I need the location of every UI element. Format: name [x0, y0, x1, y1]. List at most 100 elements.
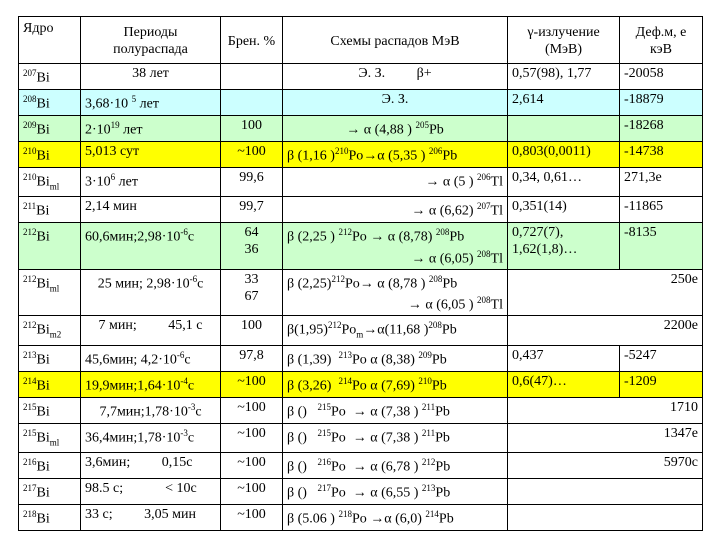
cell-nucleus: 218Bi — [18, 503, 81, 531]
cell-halflife: 3·106 лет — [80, 166, 221, 198]
cell-branching: 33 67 — [220, 268, 283, 317]
cell-halflife: 3,68·10 5 лет — [80, 89, 221, 116]
table-row: 217Bi 98.5 с; < 10с ~100 β () 217Po → α (6,… — [18, 477, 703, 505]
cell-branching: ~100 — [220, 370, 283, 398]
cell-halflife: 98.5 с; < 10с — [80, 477, 221, 505]
table-body: 207Bi 38 лет Э. З. β+ 0,57(98), 1,77 -20058 2… — [18, 63, 703, 531]
table-row: 208Bi 3,68·10 5 лет Э. З. 2,614 -18879 — [18, 89, 703, 116]
table-row: 215Bi 7,7мин;1,78·10-3c ~100 β () 215Po → α… — [18, 396, 703, 424]
cell-nucleus: 213Bi — [18, 344, 81, 372]
cell-halflife: 2,14 мин — [80, 196, 221, 224]
cell-halflife: 3,6мин; 0,15c — [80, 451, 221, 479]
cell-branching: 100 — [220, 315, 283, 346]
table-row: 216Bi 3,6мин; 0,15c ~100 β () 216Po → α (6,… — [18, 451, 703, 479]
cell-gamma: 0,34, 0,61… — [507, 166, 620, 198]
table-row: 210Biml 3·106 лет 99,6 → α (5 ) 206Tl 0,34, … — [18, 166, 703, 198]
cell-branching: ~100 — [220, 503, 283, 531]
table-row: 209Bi 2·1019 лет 100 → α (4,88 ) 205Pb -1826… — [18, 115, 703, 142]
cell-nucleus: 207Bi — [18, 63, 81, 90]
cell-halflife: 25 мин; 2,98·10-6c — [80, 268, 221, 317]
header-gamma: γ-излучение (МэВ) — [507, 16, 620, 64]
table-row: 215Biml 36,4мин;1,78·10-3c ~100 β () 215Po … — [18, 422, 703, 453]
cell-nucleus: 211Bi — [18, 196, 81, 224]
cell-branching — [220, 63, 283, 90]
cell-branching: 64 36 — [220, 222, 283, 270]
cell-defect: 1347е — [507, 422, 703, 453]
cell-decay: Э. З. — [282, 89, 508, 116]
cell-defect — [507, 477, 703, 505]
cell-nucleus: 212Bi — [18, 222, 81, 270]
cell-decay: Э. З. β+ — [282, 63, 508, 90]
header-defect: Деф.м, е кэВ — [619, 16, 703, 64]
cell-branching: 99,7 — [220, 196, 283, 224]
table-row: 210Bi 5,013 сут ~100 β (1,16 )210Po→α (5,35… — [18, 141, 703, 168]
header-row: Ядро Периоды полураспада Брен. % Схемы р… — [18, 16, 703, 64]
cell-nucleus: 208Bi — [18, 89, 81, 116]
cell-gamma: 0,803(0,0011) — [507, 141, 620, 168]
cell-halflife: 7,7мин;1,78·10-3c — [80, 396, 221, 424]
cell-defect: 1710 — [507, 396, 703, 424]
header-halflife: Периоды полураспада — [80, 16, 221, 64]
cell-halflife: 36,4мин;1,78·10-3c — [80, 422, 221, 453]
cell-gamma: 0,6(47)… — [507, 370, 620, 398]
cell-defect: 250е — [507, 268, 703, 317]
cell-gamma — [507, 115, 620, 142]
cell-nucleus: 217Bi — [18, 477, 81, 505]
table-row: 218Bi 33 с; 3,05 мин ~100 β (5.06 ) 218Po →… — [18, 503, 703, 531]
cell-defect: 271,3е — [619, 166, 703, 198]
cell-halflife: 60,6мин;2,98·10-6c — [80, 222, 221, 270]
cell-branching: ~100 — [220, 396, 283, 424]
cell-halflife: 38 лет — [80, 63, 221, 90]
cell-decay: β (2,25)212Po→ α (8,78 ) 208Pb → α (6,05 … — [282, 268, 508, 317]
cell-branching — [220, 89, 283, 116]
cell-branching: ~100 — [220, 477, 283, 505]
cell-halflife: 19,9мин;1,64·10-4c — [80, 370, 221, 398]
cell-decay: β(1,95)212Pom→α(11,68 )208Pb — [282, 315, 508, 346]
cell-defect: -14738 — [619, 141, 703, 168]
cell-decay: β () 215Po → α (7,38 ) 211Pb — [282, 422, 508, 453]
cell-gamma: 0,351(14) — [507, 196, 620, 224]
cell-decay: → α (4,88 ) 205Pb — [282, 115, 508, 142]
cell-gamma: 0,437 — [507, 344, 620, 372]
cell-halflife: 5,013 сут — [80, 141, 221, 168]
table-row: 213Bi 45,6мин; 4,2·10-6c 97,8 β (1,39) 213P… — [18, 344, 703, 372]
cell-defect: -11865 — [619, 196, 703, 224]
header-nucleus: Ядро — [18, 16, 81, 64]
header-decay: Схемы распадов МэВ — [282, 16, 508, 64]
cell-defect: 5970с — [507, 451, 703, 479]
header-branching: Брен. % — [220, 16, 283, 64]
cell-defect: -8135 — [619, 222, 703, 270]
cell-decay: β (1,39) 213Po α (8,38) 209Pb — [282, 344, 508, 372]
cell-defect: -1209 — [619, 370, 703, 398]
cell-halflife: 7 мин; 45,1 c — [80, 315, 221, 346]
cell-branching: 100 — [220, 115, 283, 142]
cell-decay: β (1,16 )210Po→α (5,35 ) 206Pb — [282, 141, 508, 168]
cell-halflife: 2·1019 лет — [80, 115, 221, 142]
cell-defect: 2200е — [507, 315, 703, 346]
cell-nucleus: 212Biml — [18, 268, 81, 317]
table-row: 212Bim2 7 мин; 45,1 c 100 β(1,95)212Pom→α(1… — [18, 315, 703, 346]
cell-nucleus: 215Biml — [18, 422, 81, 453]
cell-branching: ~100 — [220, 422, 283, 453]
cell-decay: → α (6,62) 207Tl — [282, 196, 508, 224]
cell-nucleus: 215Bi — [18, 396, 81, 424]
cell-decay: β (3,26) 214Po α (7,69) 210Pb — [282, 370, 508, 398]
cell-nucleus: 212Bim2 — [18, 315, 81, 346]
cell-decay: β () 215Po → α (7,38 ) 211Pb — [282, 396, 508, 424]
cell-defect — [507, 503, 703, 531]
cell-branching: ~100 — [220, 451, 283, 479]
cell-defect: -18879 — [619, 89, 703, 116]
cell-gamma: 2,614 — [507, 89, 620, 116]
cell-defect: -18268 — [619, 115, 703, 142]
cell-decay: → α (5 ) 206Tl — [282, 166, 508, 198]
table-row: 211Bi 2,14 мин 99,7 → α (6,62) 207Tl 0,351(1… — [18, 196, 703, 224]
table-row: 207Bi 38 лет Э. З. β+ 0,57(98), 1,77 -20058 — [18, 63, 703, 90]
cell-defect: -5247 — [619, 344, 703, 372]
cell-branching: 97,8 — [220, 344, 283, 372]
cell-halflife: 33 с; 3,05 мин — [80, 503, 221, 531]
cell-branching: ~100 — [220, 141, 283, 168]
cell-gamma: 0,57(98), 1,77 — [507, 63, 620, 90]
cell-nucleus: 214Bi — [18, 370, 81, 398]
table-row: 212Biml 25 мин; 2,98·10-6c 33 67 β (2,25)212… — [18, 268, 703, 317]
cell-branching: 99,6 — [220, 166, 283, 198]
